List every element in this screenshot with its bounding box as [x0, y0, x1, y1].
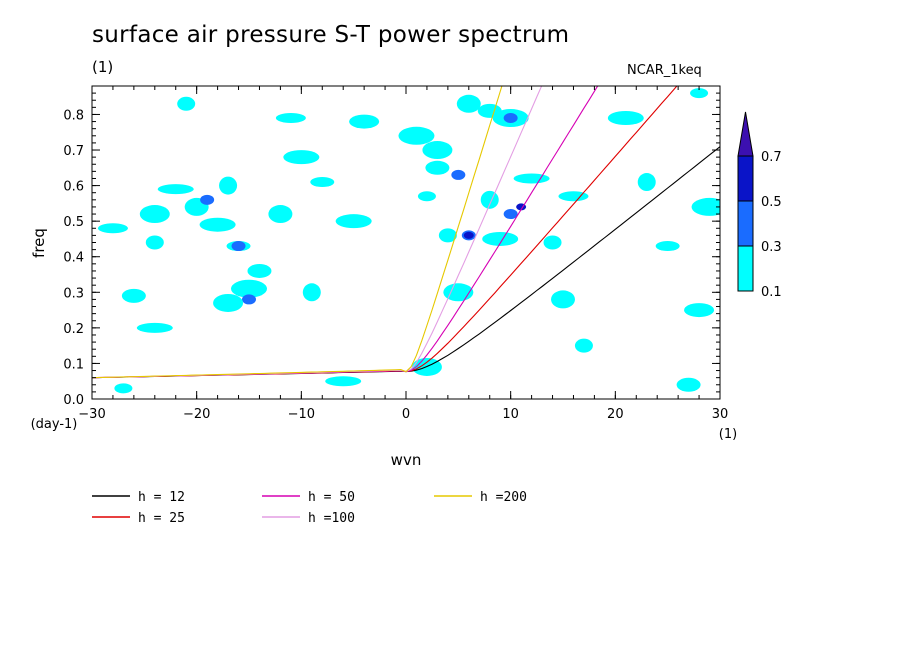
y-axis-unit: (day-1): [31, 417, 78, 432]
contour-blob: [417, 191, 436, 202]
contour-blob: [676, 377, 701, 392]
y-axis-label: freq: [30, 228, 48, 258]
contour-blob: [310, 177, 335, 188]
x-axis-label: wvn: [391, 451, 422, 469]
colorbar-swatch: [737, 200, 754, 247]
y-tick-label: 0.7: [63, 144, 84, 159]
y-tick-label: 0.0: [63, 393, 84, 408]
contour-blob: [655, 241, 680, 252]
contour-blob: [558, 191, 589, 202]
x-tick-label: 0: [402, 407, 410, 422]
legend-label: h = 12: [138, 490, 185, 505]
contour-blob: [139, 205, 170, 224]
x-tick-label: −20: [183, 407, 210, 422]
legend-label: h =100: [308, 511, 355, 526]
contour-blob: [607, 111, 644, 126]
model-label: NCAR_1keq: [627, 63, 702, 78]
contour-blob: [482, 231, 519, 246]
contour-blob: [275, 113, 306, 124]
contour-blob: [684, 303, 715, 318]
contour-blob: [200, 194, 215, 205]
x-tick-label: −10: [288, 407, 315, 422]
contour-blob: [157, 184, 194, 195]
x-tick-label: 20: [607, 407, 624, 422]
contour-blob: [503, 209, 518, 220]
colorbar-label: 0.3: [761, 240, 782, 255]
contour-blob: [177, 96, 196, 111]
contour-blob: [268, 205, 293, 224]
contour-blob: [231, 241, 246, 252]
y-tick-label: 0.2: [63, 322, 84, 337]
contour-blob: [398, 126, 435, 145]
contour-blob: [302, 283, 321, 302]
contour-blob: [551, 290, 575, 309]
contour-blob: [480, 190, 499, 209]
contour-blob: [97, 223, 128, 234]
contour-blob: [543, 235, 562, 250]
colorbar-label: 0.1: [761, 285, 782, 300]
chart-subtitle: (1): [92, 58, 114, 76]
y-tick-label: 0.1: [63, 357, 84, 372]
contour-blob: [574, 338, 593, 353]
x-tick-label: 10: [502, 407, 519, 422]
contour-blob: [213, 293, 244, 312]
colorbar-arrow: [737, 111, 754, 157]
y-tick-label: 0.3: [63, 286, 84, 301]
contour-blob: [456, 94, 481, 113]
contour-blob: [114, 383, 133, 394]
contour-blob: [691, 197, 720, 216]
contour-blob: [425, 160, 450, 175]
contour-blob: [438, 228, 457, 243]
contour-blob: [335, 214, 372, 229]
x-axis-unit: (1): [719, 427, 737, 442]
y-tick-label: 0.6: [63, 180, 84, 195]
legend-label: h =200: [480, 490, 527, 505]
contour-blob: [503, 113, 518, 124]
contour-blob: [349, 114, 380, 129]
contour-blob: [231, 279, 267, 298]
contour-blob: [121, 288, 146, 303]
contour-blob: [136, 322, 173, 333]
x-tick-label: −30: [78, 407, 105, 422]
chart-title: surface air pressure S-T power spectrum: [92, 22, 570, 48]
contour-blob: [219, 176, 238, 195]
dispersion-curve-line: [92, 86, 503, 379]
dispersion-curve-line: [92, 146, 720, 379]
x-tick-label: 30: [712, 407, 729, 422]
colorbar-label: 0.7: [761, 150, 782, 165]
colorbar-swatch: [737, 245, 754, 292]
contour-blob: [145, 235, 164, 250]
colorbar-label: 0.5: [761, 195, 782, 210]
contour-blob: [199, 217, 236, 232]
legend-label: h = 50: [308, 490, 355, 505]
contour-blob: [463, 231, 474, 239]
contour-blob: [513, 173, 550, 184]
contour-blob: [637, 173, 656, 192]
contour-blob: [242, 294, 256, 305]
y-tick-label: 0.8: [63, 108, 84, 123]
legend-label: h = 25: [138, 511, 185, 526]
contour-blob: [325, 376, 362, 387]
y-tick-label: 0.4: [63, 251, 84, 266]
legend: h = 12 h = 25 h = 50 h =100 h =200: [92, 490, 527, 526]
contour-blob: [247, 263, 272, 278]
contour-blob: [422, 141, 453, 160]
colorbar-swatch: [737, 155, 754, 202]
contour-blob: [690, 88, 709, 99]
contour-blob: [283, 150, 320, 165]
colorbar: 0.1 0.3 0.5 0.7: [737, 111, 782, 300]
contour-blob: [451, 169, 466, 180]
y-tick-label: 0.5: [63, 215, 84, 230]
contour-blob: [477, 103, 502, 118]
